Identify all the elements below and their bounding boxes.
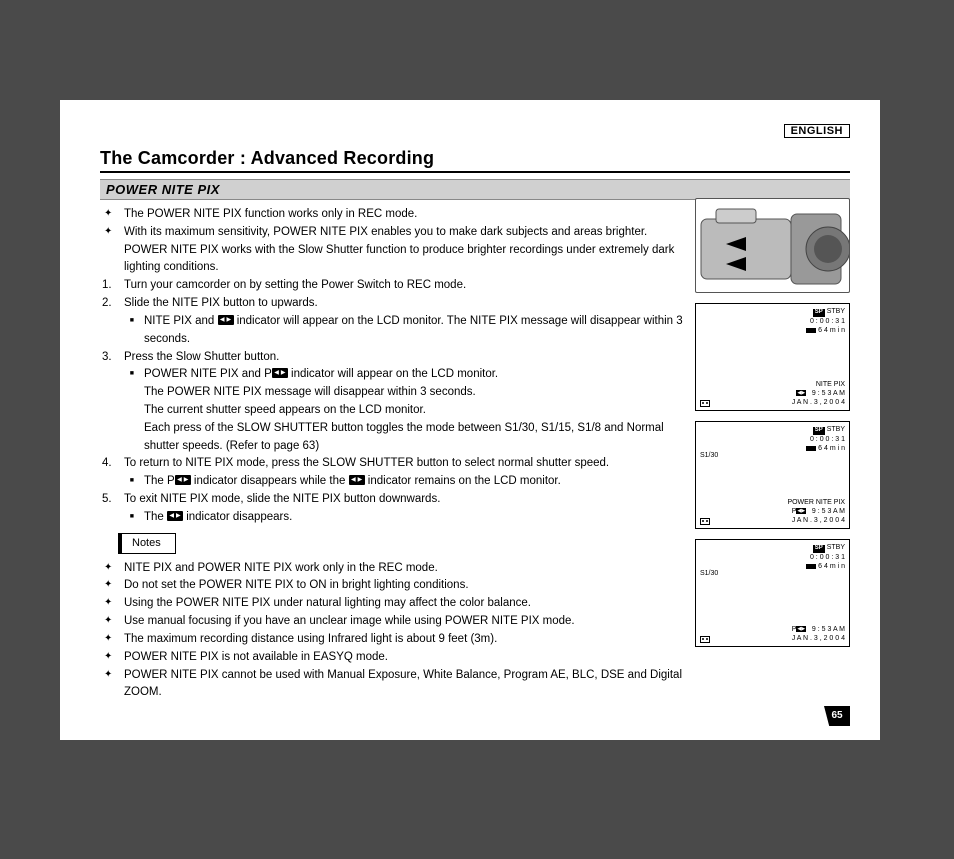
sub-bullet-icon — [100, 473, 144, 491]
sp-icon: SP — [813, 427, 825, 435]
sub-bullet-icon — [100, 366, 144, 384]
note-line: Use manual focusing if you have an uncle… — [124, 613, 575, 631]
nite-indicator-icon — [349, 475, 365, 485]
lcd-screen-final: SP STBY 0 : 0 0 : 3 1 6 4 m i n S1/30 P◀… — [695, 539, 850, 647]
lcd-screen-nitepix: SP STBY 0 : 0 0 : 3 1 6 4 m i n NITE PIX… — [695, 303, 850, 411]
step-text: Slide the NITE PIX button to upwards. — [124, 295, 318, 313]
nite-indicator-icon — [175, 475, 191, 485]
step-text: To exit NITE PIX mode, slide the NITE PI… — [124, 491, 440, 509]
bullet-icon — [100, 577, 124, 595]
body-text: The POWER NITE PIX function works only i… — [100, 206, 690, 702]
battery-icon — [806, 446, 816, 451]
manual-page: ENGLISH The Camcorder : Advanced Recordi… — [60, 100, 880, 740]
step-text: To return to NITE PIX mode, press the SL… — [124, 455, 609, 473]
nite-indicator-icon: ◀▶ — [796, 508, 806, 515]
camcorder-illustration — [695, 198, 850, 293]
sp-icon: SP — [813, 309, 825, 317]
step-sub: Each press of the SLOW SHUTTER button to… — [144, 420, 690, 456]
sub-bullet-icon — [100, 313, 144, 349]
shutter-speed: S1/30 — [700, 452, 718, 459]
step-number: 4. — [100, 455, 124, 473]
step-text: Press the Slow Shutter button. — [124, 349, 279, 367]
step-sub: POWER NITE PIX and P indicator will appe… — [144, 366, 498, 384]
illustration-column: SP STBY 0 : 0 0 : 3 1 6 4 m i n NITE PIX… — [695, 198, 850, 647]
note-line: NITE PIX and POWER NITE PIX work only in… — [124, 560, 438, 578]
tape-icon — [700, 400, 710, 407]
bullet-icon — [100, 224, 124, 277]
sp-icon: SP — [813, 545, 825, 553]
note-line: Do not set the POWER NITE PIX to ON in b… — [124, 577, 469, 595]
intro-line: With its maximum sensitivity, POWER NITE… — [124, 224, 690, 277]
step-sub: The POWER NITE PIX message will disappea… — [144, 384, 476, 402]
intro-line: The POWER NITE PIX function works only i… — [124, 206, 417, 224]
bullet-icon — [100, 667, 124, 703]
bullet-icon — [100, 595, 124, 613]
step-number: 2. — [100, 295, 124, 313]
step-number: 1. — [100, 277, 124, 295]
battery-icon — [806, 328, 816, 333]
lcd-screen-powernitepix: SP STBY 0 : 0 0 : 3 1 6 4 m i n S1/30 PO… — [695, 421, 850, 529]
bullet-icon — [100, 206, 124, 224]
note-line: POWER NITE PIX cannot be used with Manua… — [124, 667, 690, 703]
bullet-icon — [100, 631, 124, 649]
step-sub: The current shutter speed appears on the… — [144, 402, 426, 420]
note-line: POWER NITE PIX is not available in EASYQ… — [124, 649, 388, 667]
page-title: The Camcorder : Advanced Recording — [100, 148, 850, 173]
note-line: Using the POWER NITE PIX under natural l… — [124, 595, 531, 613]
bullet-icon — [100, 649, 124, 667]
step-sub: The P indicator disappears while the ind… — [144, 473, 561, 491]
shutter-speed: S1/30 — [700, 570, 718, 577]
nite-indicator-icon — [218, 315, 234, 325]
nite-indicator-icon — [272, 368, 288, 378]
step-text: Turn your camcorder on by setting the Po… — [124, 277, 466, 295]
language-indicator: ENGLISH — [784, 124, 850, 138]
nite-indicator-icon: ◀▶ — [796, 626, 806, 633]
tape-icon — [700, 636, 710, 643]
battery-icon — [806, 564, 816, 569]
bullet-icon — [100, 560, 124, 578]
nite-indicator-icon: ◀▶ — [796, 390, 806, 397]
notes-heading: Notes — [118, 533, 176, 554]
section-heading: POWER NITE PIX — [100, 179, 850, 200]
step-sub: NITE PIX and indicator will appear on th… — [144, 313, 690, 349]
step-number: 5. — [100, 491, 124, 509]
page-number: 65 — [824, 706, 850, 726]
note-line: The maximum recording distance using Inf… — [124, 631, 497, 649]
nite-indicator-icon — [167, 511, 183, 521]
bullet-icon — [100, 613, 124, 631]
step-number: 3. — [100, 349, 124, 367]
tape-icon — [700, 518, 710, 525]
sub-bullet-icon — [100, 509, 144, 527]
step-sub: The indicator disappears. — [144, 509, 292, 527]
